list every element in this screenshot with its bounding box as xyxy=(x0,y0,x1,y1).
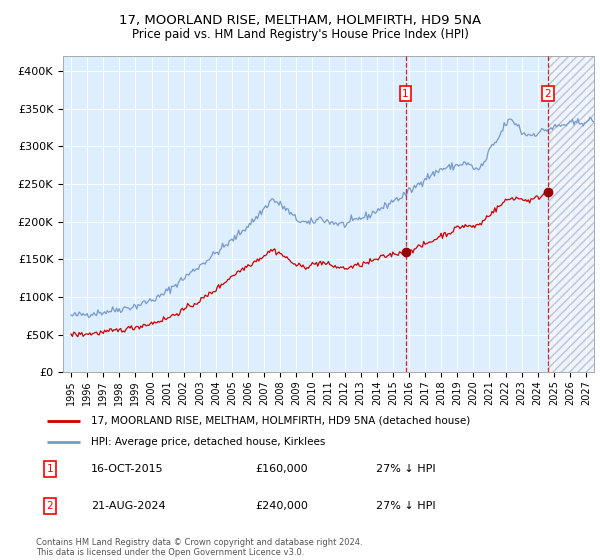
Bar xyxy=(548,56,594,372)
Text: 1: 1 xyxy=(402,88,409,99)
Text: 1: 1 xyxy=(46,464,53,474)
Text: 17, MOORLAND RISE, MELTHAM, HOLMFIRTH, HD9 5NA: 17, MOORLAND RISE, MELTHAM, HOLMFIRTH, H… xyxy=(119,14,481,27)
Text: 17, MOORLAND RISE, MELTHAM, HOLMFIRTH, HD9 5NA (detached house): 17, MOORLAND RISE, MELTHAM, HOLMFIRTH, H… xyxy=(91,416,470,426)
Text: 27% ↓ HPI: 27% ↓ HPI xyxy=(376,464,436,474)
Text: 2: 2 xyxy=(46,501,53,511)
Text: Price paid vs. HM Land Registry's House Price Index (HPI): Price paid vs. HM Land Registry's House … xyxy=(131,28,469,41)
Text: £160,000: £160,000 xyxy=(256,464,308,474)
Bar xyxy=(548,56,594,372)
Text: £240,000: £240,000 xyxy=(256,501,308,511)
Text: 2: 2 xyxy=(545,88,551,99)
Text: HPI: Average price, detached house, Kirklees: HPI: Average price, detached house, Kirk… xyxy=(91,437,325,446)
Text: Contains HM Land Registry data © Crown copyright and database right 2024.
This d: Contains HM Land Registry data © Crown c… xyxy=(36,538,362,557)
Text: 27% ↓ HPI: 27% ↓ HPI xyxy=(376,501,436,511)
Text: 21-AUG-2024: 21-AUG-2024 xyxy=(91,501,166,511)
Text: 16-OCT-2015: 16-OCT-2015 xyxy=(91,464,164,474)
